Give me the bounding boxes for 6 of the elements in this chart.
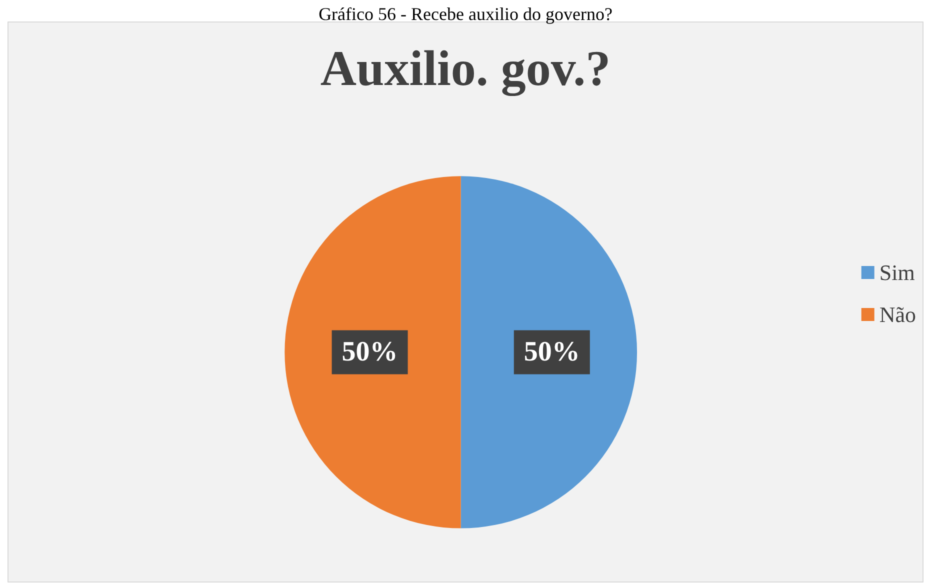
- data-label: 50%: [524, 336, 580, 368]
- chart-title: Auxilio. gov.?: [320, 40, 611, 97]
- legend-label: Não: [879, 302, 916, 327]
- data-label: 50%: [342, 336, 398, 368]
- legend-label: Sim: [879, 260, 915, 285]
- text: Gráfico 56 - Recebe auxilio do governo?: [318, 4, 612, 24]
